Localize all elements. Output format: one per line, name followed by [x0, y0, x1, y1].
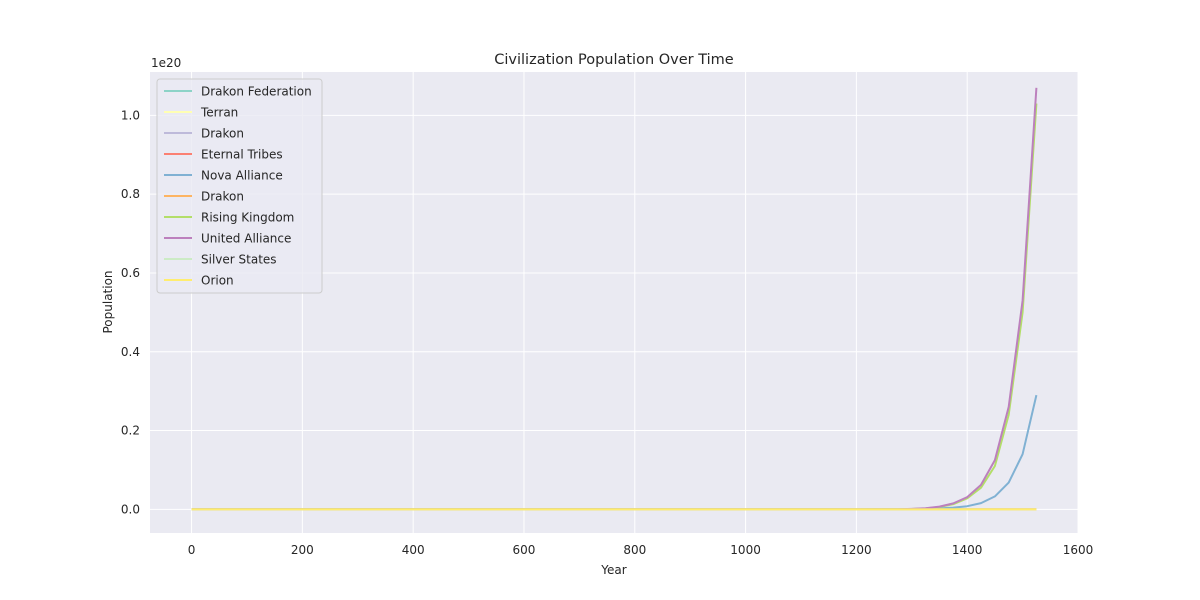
- y-tick-labels: 0.0 0.2 0.4 0.6 0.8 1.0: [121, 108, 140, 516]
- legend-label: Drakon: [201, 127, 244, 141]
- x-tick-label: 400: [402, 543, 425, 557]
- x-tick-label: 1400: [952, 543, 983, 557]
- legend-label: United Alliance: [201, 232, 291, 246]
- legend-label: Drakon: [201, 190, 244, 204]
- legend-label: Silver States: [201, 253, 277, 267]
- y-tick-label: 1.0: [121, 108, 140, 122]
- x-tick-label: 800: [623, 543, 646, 557]
- legend-label: Eternal Tribes: [201, 148, 283, 162]
- x-tick-label: 1600: [1063, 543, 1094, 557]
- legend-box: [156, 78, 323, 294]
- legend-label: Rising Kingdom: [201, 211, 294, 225]
- y-axis-label: Population: [101, 270, 115, 333]
- y-offset-text: 1e20: [151, 56, 181, 70]
- x-tick-label: 600: [513, 543, 536, 557]
- legend: Drakon Federation Terran Drakon Eternal Tri…: [156, 78, 323, 294]
- y-tick-label: 0.8: [121, 187, 140, 201]
- y-tick-label: 0.0: [121, 502, 140, 516]
- y-tick-label: 0.6: [121, 266, 140, 280]
- series-lines: [191, 87, 1038, 511]
- chart-title: Civilization Population Over Time: [494, 52, 734, 68]
- x-tick-label: 1200: [841, 543, 872, 557]
- y-tick-label: 0.2: [121, 424, 140, 438]
- x-axis-label: Year: [600, 563, 626, 577]
- x-tick-label: 200: [291, 543, 314, 557]
- x-tick-label: 0: [188, 543, 196, 557]
- y-tick-label: 0.4: [121, 345, 140, 359]
- legend-label: Drakon Federation: [201, 85, 312, 99]
- legend-label: Nova Alliance: [201, 169, 283, 183]
- legend-label: Orion: [201, 274, 234, 288]
- legend-label: Terran: [200, 106, 238, 120]
- x-tick-label: 1000: [730, 543, 761, 557]
- x-tick-labels: 0 200 400 600 800 1000 1200 1400 1600: [188, 543, 1094, 557]
